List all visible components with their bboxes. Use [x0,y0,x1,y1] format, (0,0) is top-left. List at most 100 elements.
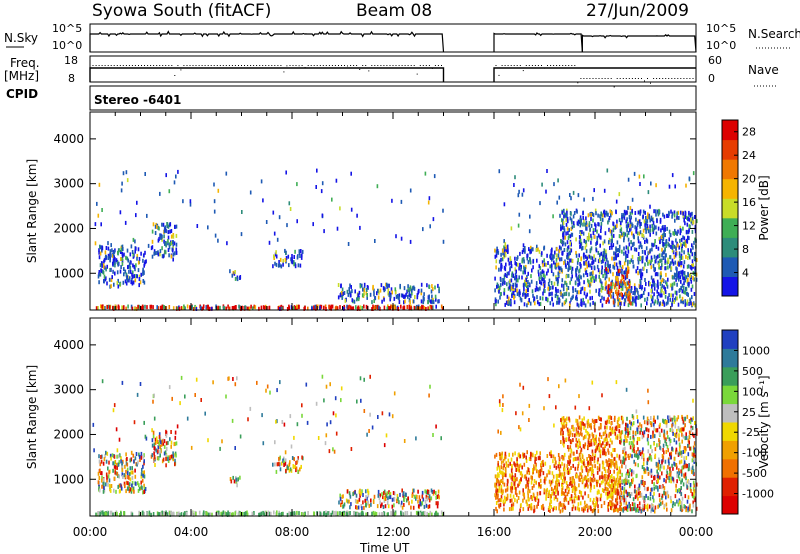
scatter-cell [246,510,248,515]
scatter-cell [587,444,589,449]
scatter-cell [676,270,678,275]
scatter-cell [537,300,539,305]
scatter-cell [151,453,154,458]
scatter-cell [167,248,170,252]
scatter-cell [587,484,589,489]
nave-dot [310,65,312,66]
scatter-cell [500,495,503,500]
scatter-cell [578,274,581,279]
scatter-cell [390,511,392,516]
scatter-cell [174,251,176,256]
scatter-cell [160,440,162,445]
scatter-cell [140,485,143,490]
scatter-cell [542,459,544,464]
scatter-cell [202,510,205,515]
nave-dot [219,65,221,66]
scatter-cell [501,451,503,456]
scatter-cell [432,305,434,310]
scatter-cell [293,262,295,267]
scatter-cell [646,224,649,228]
scatter-cell [519,463,522,468]
scatter-cell [626,228,628,233]
scatter-cell [592,270,594,275]
scatter-cell [134,267,136,272]
scatter-cell [106,475,108,480]
scatter-cell [494,454,496,459]
scatter-cell [150,246,153,251]
scatter-cell [424,499,427,504]
scatter-cell [580,302,583,307]
scatter-cell [623,246,625,251]
scatter-cell [184,306,186,311]
scatter-cell [647,496,649,501]
scatter-cell [681,289,684,294]
scatter-cell [640,428,642,432]
scatter-cell [508,296,510,301]
scatter-cell [154,440,157,445]
scatter-cell [278,512,280,517]
scatter-cell [530,249,532,253]
scatter-cell [168,189,171,194]
scatter-cell [611,245,613,250]
scatter-cell [226,241,228,246]
scatter-cell [604,420,607,425]
scatter-cell [161,222,163,227]
scatter-cell [563,467,566,472]
scatter-cell [579,244,581,249]
scatter-cell [435,297,437,302]
scatter-cell [613,457,615,462]
scatter-cell [576,276,578,281]
scatter-cell [423,297,425,302]
scatter-cell [571,476,573,481]
scatter-cell [406,305,409,309]
scatter-cell [639,230,642,235]
scatter-cell [611,256,613,261]
scatter-cell [661,234,664,239]
scatter-cell [571,295,573,300]
scatter-cell [633,283,636,288]
scatter-cell [678,245,680,250]
scatter-cell [389,297,391,302]
scatter-cell [574,506,577,511]
scatter-cell [129,472,131,477]
scatter-cell [524,246,526,250]
scatter-cell [651,299,654,304]
scatter-cell [315,185,317,189]
scatter-cell [612,294,615,299]
scatter-cell [411,493,413,498]
scatter-cell [579,215,582,220]
scatter-cell [558,469,561,474]
scatter-cell [506,294,509,299]
scatter-cell [692,263,694,268]
scatter-cell [569,216,572,221]
scatter-cell [532,265,534,270]
scatter-cell [637,290,639,295]
scatter-cell [680,253,683,258]
scatter-cell [418,288,420,293]
scatter-cell [410,511,412,516]
scatter-cell [628,456,630,460]
scatter-cell [146,305,148,310]
scatter-cell [551,297,553,302]
scatter-cell [355,493,358,498]
scatter-cell [277,306,280,311]
scatter-cell [591,418,594,423]
scatter-cell [548,292,550,297]
scatter-cell [567,445,569,449]
nave-dot [628,78,630,79]
scatter-cell [607,285,609,290]
scatter-cell [632,259,634,264]
scatter-cell [120,265,122,270]
scatter-cell [684,215,686,219]
scatter-cell [667,265,669,270]
scatter-cell [528,298,530,302]
scatter-cell [372,307,374,311]
scatter-cell [157,449,159,454]
scatter-cell [690,287,693,292]
scatter-cell [159,233,161,238]
scatter-cell [639,211,641,216]
scatter-cell [130,244,133,249]
scatter-cell [96,201,98,206]
scatter-cell [558,473,561,478]
scatter-cell [646,301,648,306]
